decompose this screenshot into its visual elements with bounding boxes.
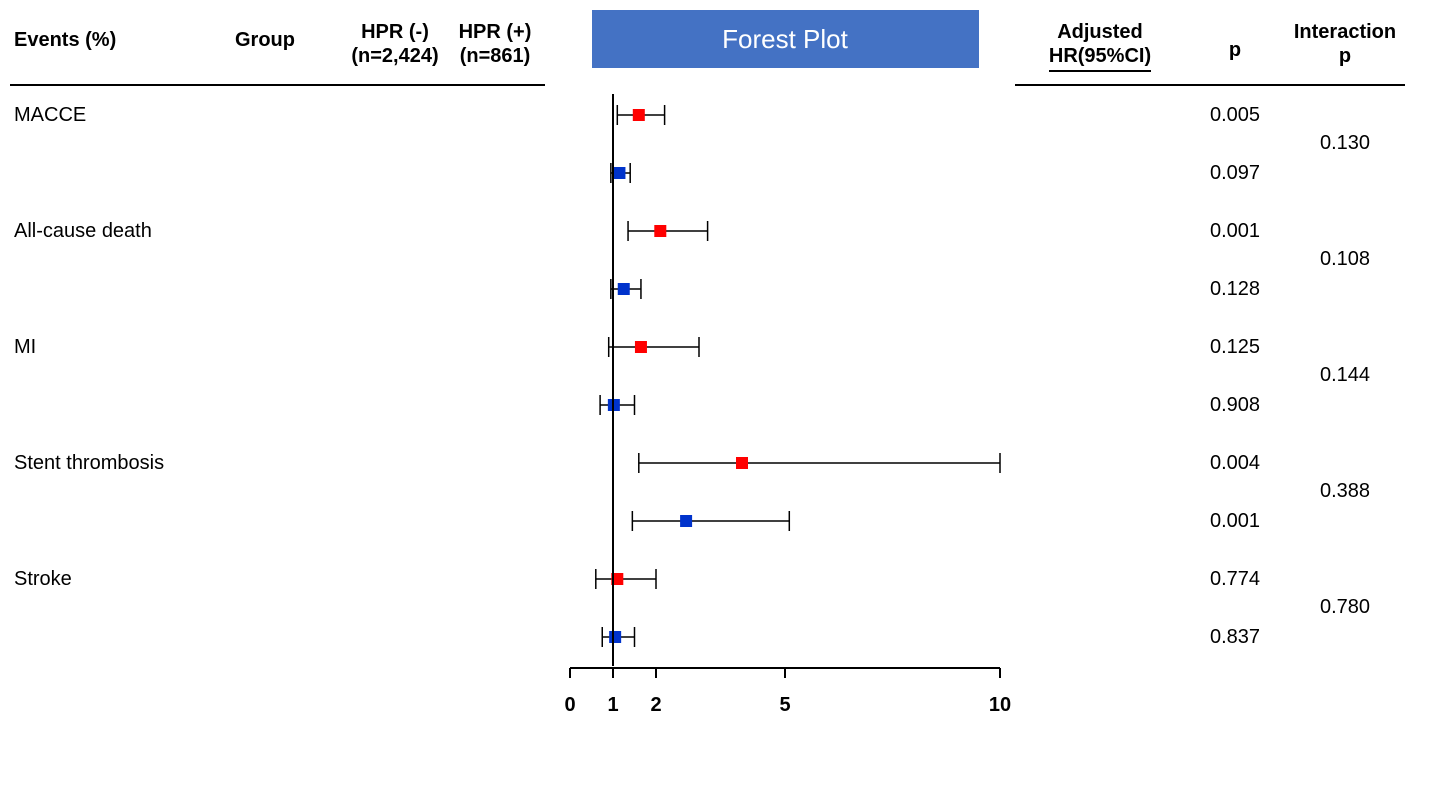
header-events-label: Events (%) — [14, 29, 116, 51]
outcome-label: All-cause death — [10, 220, 185, 243]
forest-plot-banner: Forest Plot — [592, 10, 979, 68]
hr-marker — [654, 225, 666, 237]
p-value-cell: 0.097 — [1185, 162, 1285, 185]
header-hpr-pos: HPR (+) (n=861) — [445, 20, 545, 68]
header-interaction-p: Interaction p — [1285, 20, 1405, 68]
interaction-p-value: 0.130 — [1285, 132, 1405, 155]
forest-row-plot — [545, 260, 1015, 318]
outcome-label: MI — [10, 336, 185, 359]
table-row: 0.097 — [10, 144, 1420, 202]
p-value-cell: 0.001 — [1185, 510, 1285, 533]
table-row: Stent thrombosis 0.004 — [10, 434, 1420, 492]
forest-plot-body: MACCE 0.005 0.097 All-cause death 0.001 0.128… — [10, 86, 1420, 666]
header-hpr-pos-sub: (n=861) — [445, 44, 545, 68]
header-hpr-neg: HPR (-) (n=2,424) — [345, 20, 445, 68]
header-hpr-pos-top: HPR (+) — [459, 21, 532, 43]
hr-marker — [618, 283, 630, 295]
header-p-label: p — [1229, 39, 1241, 61]
outcome-label: Stent thrombosis — [10, 452, 185, 475]
header-group-label: Group — [235, 29, 295, 51]
p-value-cell: 0.001 — [1185, 220, 1285, 243]
forest-plot-banner-label: Forest Plot — [722, 24, 848, 55]
forest-row-plot — [545, 86, 1015, 144]
p-value-cell: 0.004 — [1185, 452, 1285, 475]
x-axis — [545, 666, 1015, 680]
forest-row-plot — [545, 376, 1015, 434]
forest-row-plot — [545, 492, 1015, 550]
table-row: Stroke 0.774 — [10, 550, 1420, 608]
header-hpr-neg-sub: (n=2,424) — [345, 44, 445, 68]
p-value-cell: 0.837 — [1185, 626, 1285, 649]
axis-tick-label: 2 — [650, 694, 661, 717]
header-intp-sub: p — [1285, 44, 1405, 68]
table-row: MI 0.125 — [10, 318, 1420, 376]
forest-plot-figure: Events (%) Group HPR (-) (n=2,424) HPR (… — [10, 20, 1420, 716]
table-row: All-cause death 0.001 — [10, 202, 1420, 260]
table-row: 0.001 — [10, 492, 1420, 550]
table-row: 0.837 — [10, 608, 1420, 666]
forest-row-plot — [545, 202, 1015, 260]
hr-marker — [633, 109, 645, 121]
axis-tick-label: 5 — [779, 694, 790, 717]
p-value-cell: 0.774 — [1185, 568, 1285, 591]
forest-row-plot — [545, 434, 1015, 492]
table-row: 0.128 — [10, 260, 1420, 318]
hr-marker — [635, 341, 647, 353]
hr-marker — [736, 457, 748, 469]
header-adj-hr: Adjusted HR(95%CI) — [1015, 20, 1185, 72]
forest-row-plot — [545, 608, 1015, 666]
header-p: p — [1185, 20, 1285, 62]
header-row: Events (%) Group HPR (-) (n=2,424) HPR (… — [10, 20, 1420, 80]
axis-tick-label: 0 — [564, 694, 575, 717]
header-events: Events (%) — [10, 20, 185, 52]
interaction-p-value: 0.144 — [1285, 364, 1405, 387]
hr-marker — [611, 573, 623, 585]
p-value-cell: 0.908 — [1185, 394, 1285, 417]
hr-marker — [608, 399, 620, 411]
hr-marker — [680, 515, 692, 527]
header-group: Group — [185, 20, 345, 52]
header-adj-hr-top: Adjusted — [1057, 21, 1143, 43]
hr-marker — [609, 631, 621, 643]
x-axis-labels: 0 1 2 5 10 — [545, 680, 1015, 720]
interaction-p-value: 0.108 — [1285, 248, 1405, 271]
forest-row-plot — [545, 550, 1015, 608]
outcome-label: Stroke — [10, 568, 185, 591]
outcome-label: MACCE — [10, 104, 185, 127]
hr-marker — [613, 167, 625, 179]
p-value-cell: 0.005 — [1185, 104, 1285, 127]
p-value-cell: 0.128 — [1185, 278, 1285, 301]
axis-tick-label: 1 — [607, 694, 618, 717]
interaction-p-value: 0.780 — [1285, 596, 1405, 619]
table-row: MACCE 0.005 — [10, 86, 1420, 144]
interaction-p-value: 0.388 — [1285, 480, 1405, 503]
header-hpr-neg-top: HPR (-) — [361, 21, 429, 43]
forest-row-plot — [545, 318, 1015, 376]
p-value-cell: 0.125 — [1185, 336, 1285, 359]
axis-row: 0 1 2 5 10 — [10, 666, 1420, 716]
header-adj-hr-sub: HR(95%CI) — [1049, 44, 1151, 72]
table-row: 0.908 — [10, 376, 1420, 434]
header-intp-top: Interaction — [1294, 21, 1396, 43]
forest-row-plot — [545, 144, 1015, 202]
axis-tick-label: 10 — [989, 694, 1011, 717]
